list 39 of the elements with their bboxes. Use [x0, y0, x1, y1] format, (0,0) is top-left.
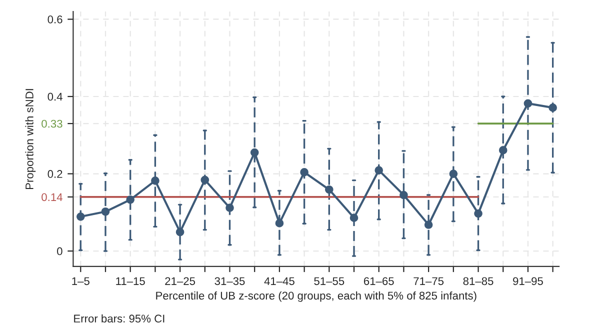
y-axis-title: Proportion with sNDI	[25, 89, 36, 190]
y-tick-label: 0.14	[42, 193, 62, 202]
x-tick-label: 61–65	[364, 277, 394, 286]
point	[449, 170, 458, 178]
point	[374, 166, 384, 174]
point	[101, 207, 110, 216]
point	[275, 219, 284, 228]
point	[548, 104, 557, 112]
point	[226, 204, 234, 212]
y-tick-label: 0.6	[48, 16, 62, 24]
x-tick-label: 81–85	[463, 277, 494, 286]
point	[151, 176, 160, 185]
y-tick-label: 0	[57, 247, 62, 256]
point	[176, 228, 184, 236]
x-tick-label: 51–55	[314, 277, 344, 286]
text: Error bars: 95% CI	[74, 314, 164, 323]
x-tick-label: 31–35	[214, 277, 245, 286]
x-tick-label: 1–5	[72, 277, 90, 286]
point	[350, 214, 358, 222]
point	[200, 176, 210, 184]
y-tick-label: 0.4	[48, 92, 62, 101]
point	[524, 99, 532, 108]
y-tick-label: 0.2	[48, 170, 62, 178]
point	[324, 185, 334, 194]
point	[250, 148, 259, 157]
x-tick-label: 21–25	[165, 277, 196, 286]
y-tick-label: 0.33	[42, 120, 62, 128]
point	[498, 146, 508, 154]
x-tick-label: 71–75	[414, 277, 444, 286]
point	[424, 220, 433, 229]
point	[400, 190, 408, 200]
point	[300, 168, 308, 176]
point	[474, 209, 482, 218]
point	[76, 212, 85, 221]
x-tick-label: 91–95	[513, 277, 543, 286]
x-axis-title: Percentile of UB z-score (20 groups, each with 5% of 825 infants)	[156, 291, 476, 302]
point	[126, 195, 135, 204]
x-tick-label: 41–45	[264, 277, 294, 286]
x-tick-label: 11–15	[116, 277, 145, 286]
